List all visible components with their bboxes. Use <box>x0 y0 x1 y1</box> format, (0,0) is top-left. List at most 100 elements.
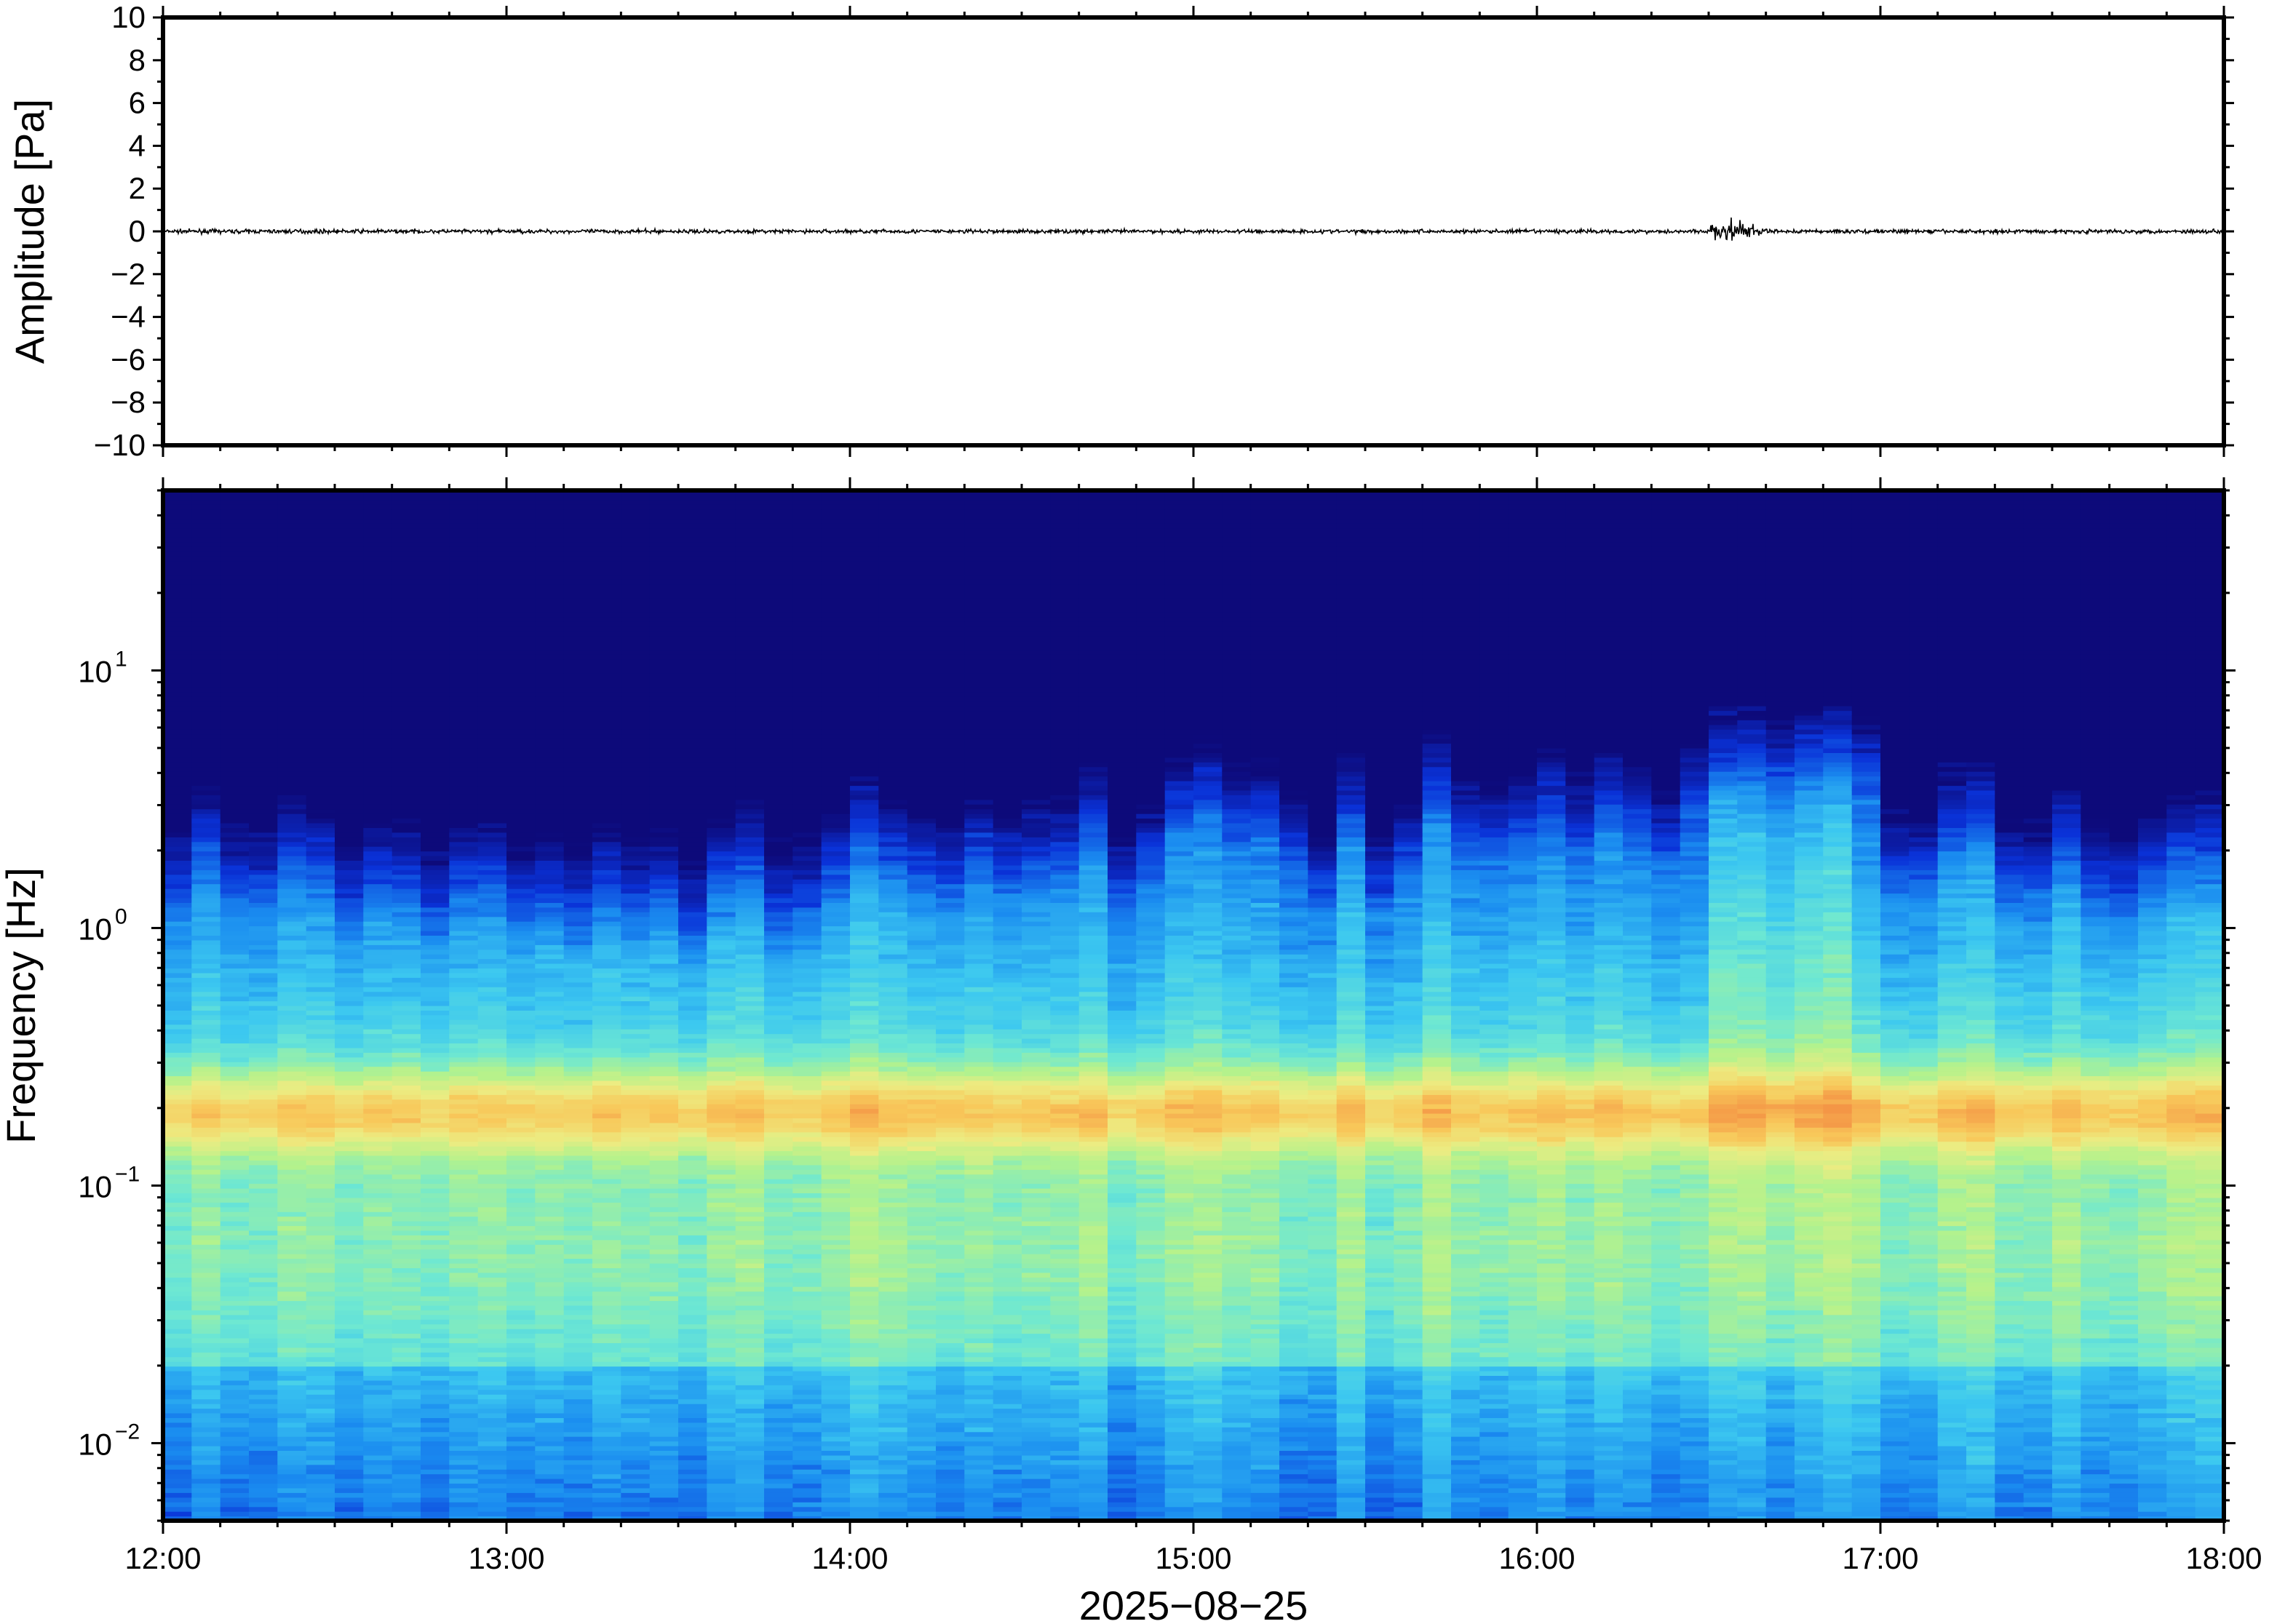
spectrogram-cell <box>191 1478 221 1484</box>
spectrogram-cell <box>449 982 479 987</box>
spectrogram-cell <box>277 1460 307 1465</box>
spectrogram-cell <box>764 1235 793 1241</box>
spectrogram-cell <box>735 1094 765 1100</box>
spectrogram-cell <box>506 1473 536 1479</box>
spectrogram-cell <box>392 1244 421 1250</box>
spectrogram-cell <box>220 1352 250 1358</box>
spectrogram-cell <box>678 733 707 739</box>
spectrogram-cell <box>707 1183 736 1189</box>
spectrogram-cell <box>191 1029 221 1035</box>
spectrogram-cell <box>249 706 278 712</box>
spectrogram-cell <box>764 1249 793 1254</box>
spectrogram-cell <box>764 1478 793 1484</box>
spectrogram-cell <box>421 1000 450 1006</box>
spectrogram-cell <box>649 1193 679 1198</box>
spectrogram-cell <box>449 939 479 945</box>
spectrogram-cell <box>621 509 651 514</box>
spectrogram-cell <box>249 537 278 543</box>
spectrogram-cell <box>392 1300 421 1306</box>
spectrogram-cell <box>306 640 335 645</box>
spectrogram-cell <box>421 1431 450 1437</box>
spectrogram-cell <box>249 1319 278 1325</box>
spectrogram-cell <box>220 537 250 543</box>
spectrogram-cell <box>649 724 679 730</box>
spectrogram-cell <box>592 1347 621 1353</box>
spectrogram-cell <box>449 851 479 856</box>
spectrogram-cell <box>707 729 736 735</box>
spectrogram-cell <box>678 1422 707 1428</box>
spectrogram-cell <box>363 1291 393 1297</box>
spectrogram-cell <box>335 1131 364 1137</box>
spectrogram-cell <box>449 710 479 716</box>
spectrogram-cell <box>735 1211 765 1217</box>
spectrogram-cell <box>306 1118 335 1123</box>
spectrogram-cell <box>735 1431 765 1437</box>
spectrogram-cell <box>477 1056 507 1062</box>
spectrogram-cell <box>335 1075 364 1081</box>
spectrogram-cell <box>477 1380 507 1385</box>
spectrogram-cell <box>163 565 192 570</box>
spectrogram-cell <box>621 1310 651 1315</box>
spectrogram-cell <box>363 1446 393 1451</box>
spectrogram-cell <box>735 584 765 589</box>
spectrogram-cell <box>678 1010 707 1016</box>
spectrogram-cell <box>764 1516 793 1521</box>
spectrogram-cell <box>764 1305 793 1310</box>
spectrogram-cell <box>363 1281 393 1287</box>
spectrogram-cell <box>163 1347 192 1353</box>
spectrogram-cell <box>592 893 621 899</box>
spectrogram-cell <box>392 1197 421 1203</box>
spectrogram-cell <box>792 1417 822 1423</box>
spectrogram-cell <box>563 1478 593 1484</box>
spectrogram-cell <box>678 1427 707 1433</box>
spectrogram-cell <box>449 1249 479 1254</box>
spectrogram-cell <box>563 584 593 589</box>
spectrogram-cell <box>220 1300 250 1306</box>
spectrogram-cell <box>563 560 593 566</box>
spectrogram-cell <box>163 1413 192 1418</box>
spectrogram-cell <box>249 762 278 768</box>
spectrogram-cell <box>306 996 335 1002</box>
spectrogram-cell <box>363 968 393 974</box>
spectrogram-cell <box>421 551 450 557</box>
spectrogram-cell <box>306 898 335 903</box>
spectrogram-cell <box>764 1141 793 1147</box>
spectrogram-cell <box>535 1137 565 1142</box>
spectrogram-cell <box>306 1010 335 1016</box>
spectrogram-cell <box>735 1478 765 1484</box>
spectrogram-cell <box>191 1431 221 1437</box>
spectrogram-cell <box>392 1310 421 1315</box>
spectrogram-cell <box>249 1211 278 1217</box>
spectrogram-cell <box>220 635 250 641</box>
spectrogram-cell <box>306 823 335 828</box>
spectrogram-cell <box>592 673 621 678</box>
spectrogram-cell <box>363 1408 393 1414</box>
spectrogram-cell <box>306 1038 335 1044</box>
spectrogram-cell <box>363 1310 393 1315</box>
spectrogram-cell <box>220 1122 250 1128</box>
spectrogram-cell <box>649 789 679 795</box>
spectrogram-cell <box>735 1492 765 1498</box>
spectrogram-cell <box>649 804 679 810</box>
spectrogram-cell <box>477 1122 507 1128</box>
spectrogram-cell <box>764 1080 793 1086</box>
spectrogram-cell <box>249 781 278 787</box>
spectrogram-cell <box>335 823 364 828</box>
spectrogram-cell <box>477 996 507 1002</box>
spectrogram-cell <box>249 1333 278 1339</box>
spectrogram-cell <box>392 827 421 833</box>
spectrogram-cell <box>592 869 621 875</box>
spectrogram-cell <box>506 1211 536 1217</box>
spectrogram-cell <box>506 612 536 618</box>
spectrogram-cell <box>249 1085 278 1091</box>
spectrogram-cell <box>735 752 765 758</box>
spectrogram-cell <box>621 677 651 683</box>
spectrogram-cell <box>163 1296 192 1302</box>
spectrogram-cell <box>678 1342 707 1348</box>
spectrogram-cell <box>392 916 421 922</box>
spectrogram-cell <box>707 1169 736 1175</box>
spectrogram-cell <box>363 518 393 524</box>
spectrogram-cell <box>735 902 765 908</box>
spectrogram-cell <box>735 860 765 866</box>
spectrogram-cell <box>363 1043 393 1048</box>
